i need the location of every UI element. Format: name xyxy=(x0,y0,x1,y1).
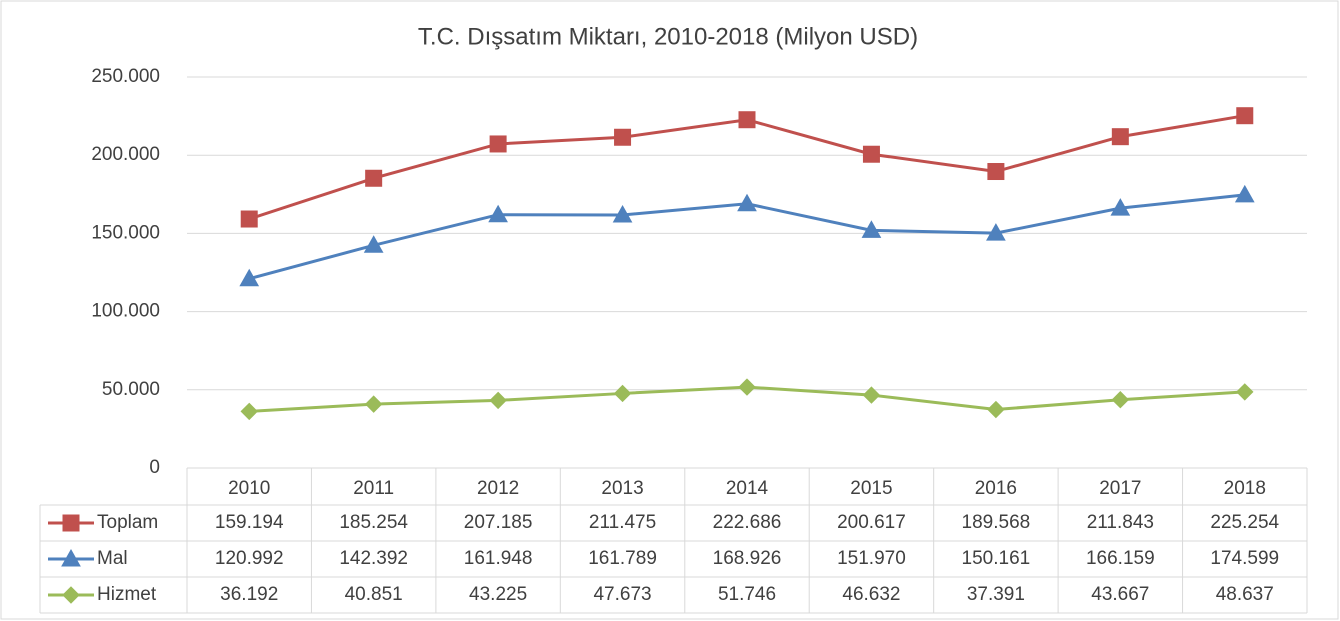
table-value: 222.686 xyxy=(713,512,782,533)
point-marker xyxy=(1111,390,1130,409)
point-marker xyxy=(613,384,632,403)
y-tick-label: 150.000 xyxy=(91,222,160,243)
y-tick-label: 200.000 xyxy=(91,144,160,165)
x-tick-label: 2014 xyxy=(726,478,769,499)
x-tick-label: 2013 xyxy=(601,478,643,499)
table-value: 211.475 xyxy=(589,512,656,533)
table-value: 200.617 xyxy=(837,512,906,533)
point-marker xyxy=(737,193,757,212)
point-marker xyxy=(986,223,1006,241)
y-tick-label: 0 xyxy=(149,457,160,478)
table-value: 189.568 xyxy=(962,512,1031,533)
point-marker xyxy=(614,128,632,146)
table-value: 166.159 xyxy=(1086,548,1155,569)
x-tick-label: 2018 xyxy=(1224,478,1266,499)
table-value: 37.391 xyxy=(967,584,1025,605)
point-marker xyxy=(987,163,1005,181)
point-marker xyxy=(738,378,756,396)
table-value: 168.926 xyxy=(713,548,782,569)
point-marker xyxy=(862,145,880,163)
table-value: 48.637 xyxy=(1216,584,1274,605)
table-value: 47.673 xyxy=(593,584,651,605)
table-value: 43.667 xyxy=(1091,584,1149,605)
x-tick-label: 2012 xyxy=(477,478,519,499)
table-value: 40.851 xyxy=(345,584,403,605)
point-marker xyxy=(862,386,881,404)
chart-title: T.C. Dışsatım Miktarı, 2010-2018 (Milyon… xyxy=(418,23,918,50)
legend-marker xyxy=(62,514,80,532)
point-marker xyxy=(1236,383,1254,401)
point-marker xyxy=(861,220,882,238)
x-tick-label: 2015 xyxy=(850,478,892,499)
table-value: 150.161 xyxy=(962,548,1031,569)
point-marker xyxy=(612,204,633,223)
point-marker xyxy=(738,111,756,129)
legend-marker xyxy=(61,548,81,567)
table-value: 161.948 xyxy=(464,548,533,569)
table-value: 142.392 xyxy=(339,548,408,569)
point-marker xyxy=(987,400,1005,419)
point-marker xyxy=(1111,128,1129,146)
table-value: 36.192 xyxy=(220,584,278,605)
y-tick-label: 50.000 xyxy=(102,379,160,400)
table-value: 174.599 xyxy=(1210,548,1279,569)
table-value: 185.254 xyxy=(339,512,408,533)
point-marker xyxy=(1110,198,1131,216)
point-marker xyxy=(240,402,258,421)
table-value: 207.185 xyxy=(464,512,533,533)
point-marker xyxy=(239,268,260,287)
x-tick-label: 2011 xyxy=(353,478,394,499)
x-tick-label: 2016 xyxy=(975,478,1017,499)
y-tick-label: 100.000 xyxy=(91,301,160,322)
table-value: 43.225 xyxy=(469,584,527,605)
table-value: 151.970 xyxy=(837,548,906,569)
point-marker xyxy=(488,204,508,223)
table-value: 211.843 xyxy=(1087,512,1154,533)
legend-marker xyxy=(62,586,80,604)
table-value: 51.746 xyxy=(718,584,776,605)
point-marker xyxy=(363,235,384,253)
point-marker xyxy=(1234,184,1255,203)
point-marker xyxy=(489,391,507,410)
table-value: 46.632 xyxy=(842,584,900,605)
point-marker xyxy=(240,210,258,228)
point-marker xyxy=(364,395,383,413)
point-marker xyxy=(1236,107,1254,125)
table-value: 225.254 xyxy=(1210,512,1279,533)
x-tick-label: 2010 xyxy=(228,478,270,499)
table-value: 159.194 xyxy=(215,512,284,533)
legend-label: Toplam xyxy=(97,512,158,533)
point-marker xyxy=(365,169,383,187)
point-marker xyxy=(489,135,507,153)
legend-label: Hizmet xyxy=(97,584,157,605)
table-value: 120.992 xyxy=(215,548,284,569)
table-value: 161.789 xyxy=(588,548,657,569)
x-tick-label: 2017 xyxy=(1099,478,1141,499)
legend-label: Mal xyxy=(97,548,128,569)
y-tick-label: 250.000 xyxy=(91,66,160,87)
